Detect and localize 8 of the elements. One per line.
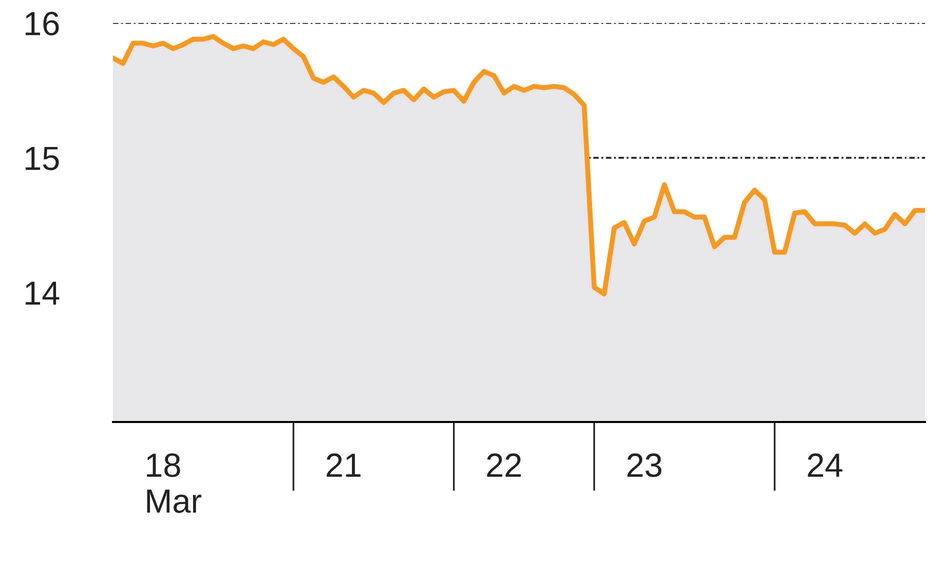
y-tick-label: 16 bbox=[26, 12, 59, 36]
x-tick-label: 18 Mar bbox=[146, 453, 202, 513]
y-tick-label: 15 bbox=[26, 146, 59, 170]
x-tick-label: 24 bbox=[808, 453, 842, 477]
y-tick-label: 14 bbox=[26, 282, 60, 305]
x-tick-label: 21 bbox=[326, 453, 360, 477]
x-tick-label: 22 bbox=[487, 453, 521, 477]
x-tick-label: 23 bbox=[627, 453, 662, 478]
